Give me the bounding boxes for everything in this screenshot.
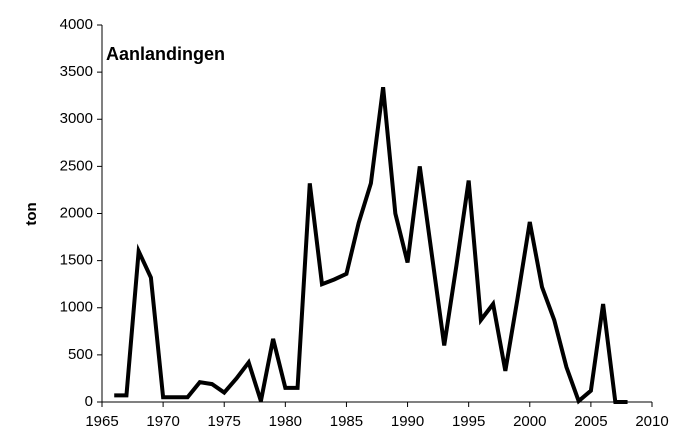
y-axis-label: ton [23,202,40,225]
x-tick-label: 1980 [269,413,302,430]
y-tick-label: 1000 [60,299,93,316]
x-tick-label: 1970 [146,413,179,430]
x-tick-label: 1975 [208,413,241,430]
x-tick-label: 2000 [513,413,546,430]
x-tick-label: 1990 [391,413,424,430]
x-tick-label: 1985 [330,413,363,430]
data-line [114,86,628,405]
y-tick-label: 2500 [60,157,93,174]
x-tick-label: 1965 [85,413,118,430]
x-tick-label: 2005 [574,413,607,430]
x-tick-label: 1995 [452,413,485,430]
y-tick-label: 2000 [60,204,93,221]
x-tick-label: 2010 [635,413,668,430]
y-tick-label: 3000 [60,110,93,127]
chart-title: Aanlandingen [106,44,225,64]
y-tick-label: 4000 [60,16,93,33]
y-tick-label: 0 [85,393,93,410]
y-tick-label: 500 [68,346,93,363]
y-tick-label: 3500 [60,63,93,80]
y-tick-label: 1500 [60,252,93,269]
